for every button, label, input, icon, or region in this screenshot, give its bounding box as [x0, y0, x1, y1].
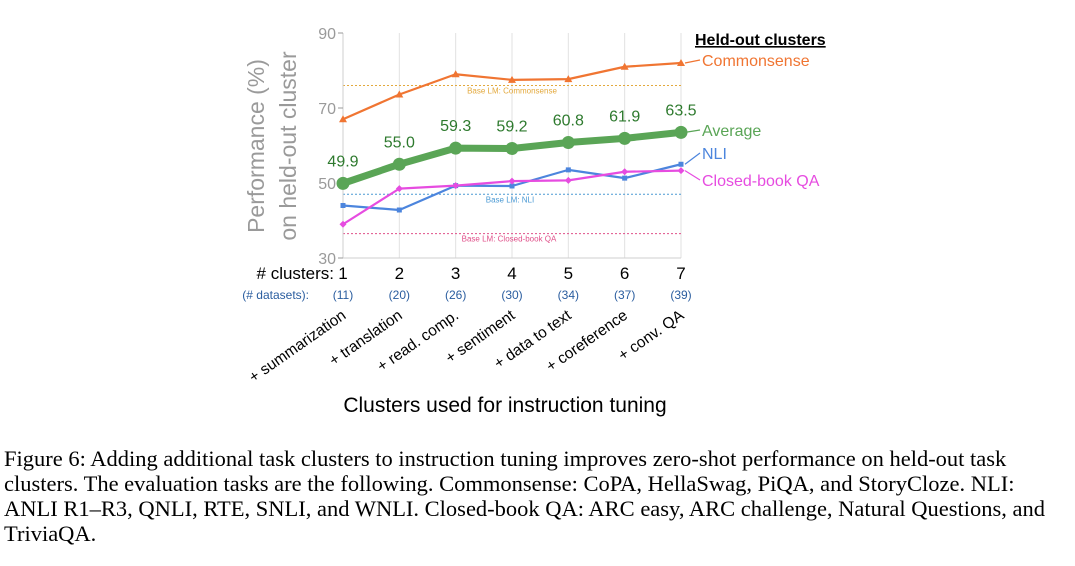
point-closed-book-qa — [339, 220, 347, 228]
x-dataset-count: (26) — [445, 288, 466, 302]
x-tick-label: 7 — [676, 264, 685, 283]
point-average — [618, 131, 632, 145]
x-subheader-datasets: (# datasets): — [242, 288, 309, 302]
point-nli — [565, 167, 571, 173]
y-tick-label: 50 — [318, 176, 336, 193]
x-dataset-count: (34) — [558, 288, 579, 302]
x-axis-labels: # clusters: (# datasets): 1 (11) + summariza… — [242, 264, 691, 417]
point-closed-book-qa — [621, 168, 629, 176]
axes: 30 50 70 90 Performance (%) on held-out clust… — [243, 26, 681, 268]
baseline-label: Base LM: Commonsense — [467, 87, 557, 96]
x-dataset-count: (11) — [333, 288, 353, 302]
x-tick-label: 2 — [395, 264, 404, 283]
data-label-average: 63.5 — [665, 102, 696, 119]
series-lines — [336, 59, 688, 228]
baseline-label: Base LM: Closed-book QA — [462, 235, 557, 244]
x-tick-label: 5 — [564, 264, 573, 283]
point-closed-book-qa — [452, 182, 460, 190]
point-commonsense — [677, 59, 685, 66]
y-tick-label: 90 — [318, 26, 336, 43]
x-dataset-count: (20) — [389, 288, 410, 302]
legend-label-commonsense: Commonsense — [702, 53, 810, 70]
y-tick-label: 70 — [318, 101, 336, 118]
point-average — [392, 157, 406, 171]
data-label-average: 60.8 — [553, 113, 584, 130]
point-average — [505, 142, 519, 155]
legend-connector-commonsense — [684, 59, 701, 64]
legend: Held-out clusters Commonsense Average NLI Cl… — [684, 32, 826, 190]
point-closed-book-qa — [508, 177, 516, 185]
figure-caption: Figure 6: Adding additional task cluster… — [4, 446, 1046, 546]
point-nli — [678, 161, 684, 167]
x-category-label: + summarization — [246, 307, 349, 386]
point-nli — [340, 203, 346, 208]
x-tick-label: 1 — [338, 264, 347, 283]
point-commonsense — [620, 62, 629, 70]
x-header-clusters: # clusters: — [257, 264, 334, 283]
point-closed-book-qa — [395, 185, 403, 193]
point-nli — [509, 183, 515, 189]
legend-label-nli: NLI — [702, 146, 727, 163]
legend-connector-closed-book-qa — [684, 170, 701, 181]
data-label-average: 61.9 — [609, 108, 640, 125]
data-labels: 49.9 55.0 59.3 59.2 60.8 61.9 63.5 — [327, 102, 696, 170]
x-axis-title: Clusters used for instruction tuning — [343, 394, 666, 417]
point-commonsense — [339, 115, 347, 123]
x-tick-label: 3 — [451, 264, 460, 283]
point-commonsense — [395, 90, 404, 98]
point-average — [449, 141, 463, 155]
point-nli — [622, 175, 628, 181]
x-tick-label: 4 — [507, 264, 516, 283]
x-dataset-count: (30) — [501, 288, 522, 302]
y-tick-label: 30 — [318, 251, 336, 268]
legend-label-closed-book-qa: Closed-book QA — [702, 173, 820, 190]
baseline-label: Base LM: NLI — [486, 195, 534, 204]
point-average — [561, 136, 575, 149]
point-closed-book-qa — [564, 176, 572, 184]
baselines: Base LM: Commonsense Base LM: NLI Base LM:… — [343, 85, 681, 244]
legend-title: Held-out clusters — [695, 32, 826, 49]
legend-label-average: Average — [702, 123, 761, 140]
x-tick-label: 6 — [620, 264, 629, 283]
data-label-average: 59.3 — [440, 118, 471, 135]
legend-connector-nli — [684, 152, 701, 165]
data-label-average: 55.0 — [384, 134, 415, 151]
point-nli — [396, 207, 402, 213]
line-chart: Base LM: Commonsense Base LM: NLI Base LM:… — [242, 26, 826, 417]
point-closed-book-qa — [677, 167, 685, 175]
point-average — [336, 176, 350, 190]
point-commonsense — [564, 75, 573, 83]
y-axis-label: on held-out cluster — [275, 51, 301, 241]
x-dataset-count: (37) — [614, 288, 635, 302]
y-axis-label: Performance (%) — [243, 59, 269, 233]
data-label-average: 59.2 — [496, 119, 527, 136]
data-label-average: 49.9 — [327, 153, 358, 170]
point-average — [674, 125, 688, 139]
point-commonsense — [451, 70, 460, 78]
x-dataset-count: (39) — [670, 288, 691, 302]
figure: Base LM: Commonsense Base LM: NLI Base LM:… — [242, 26, 826, 417]
point-commonsense — [508, 75, 516, 83]
legend-connector-average — [684, 129, 701, 133]
